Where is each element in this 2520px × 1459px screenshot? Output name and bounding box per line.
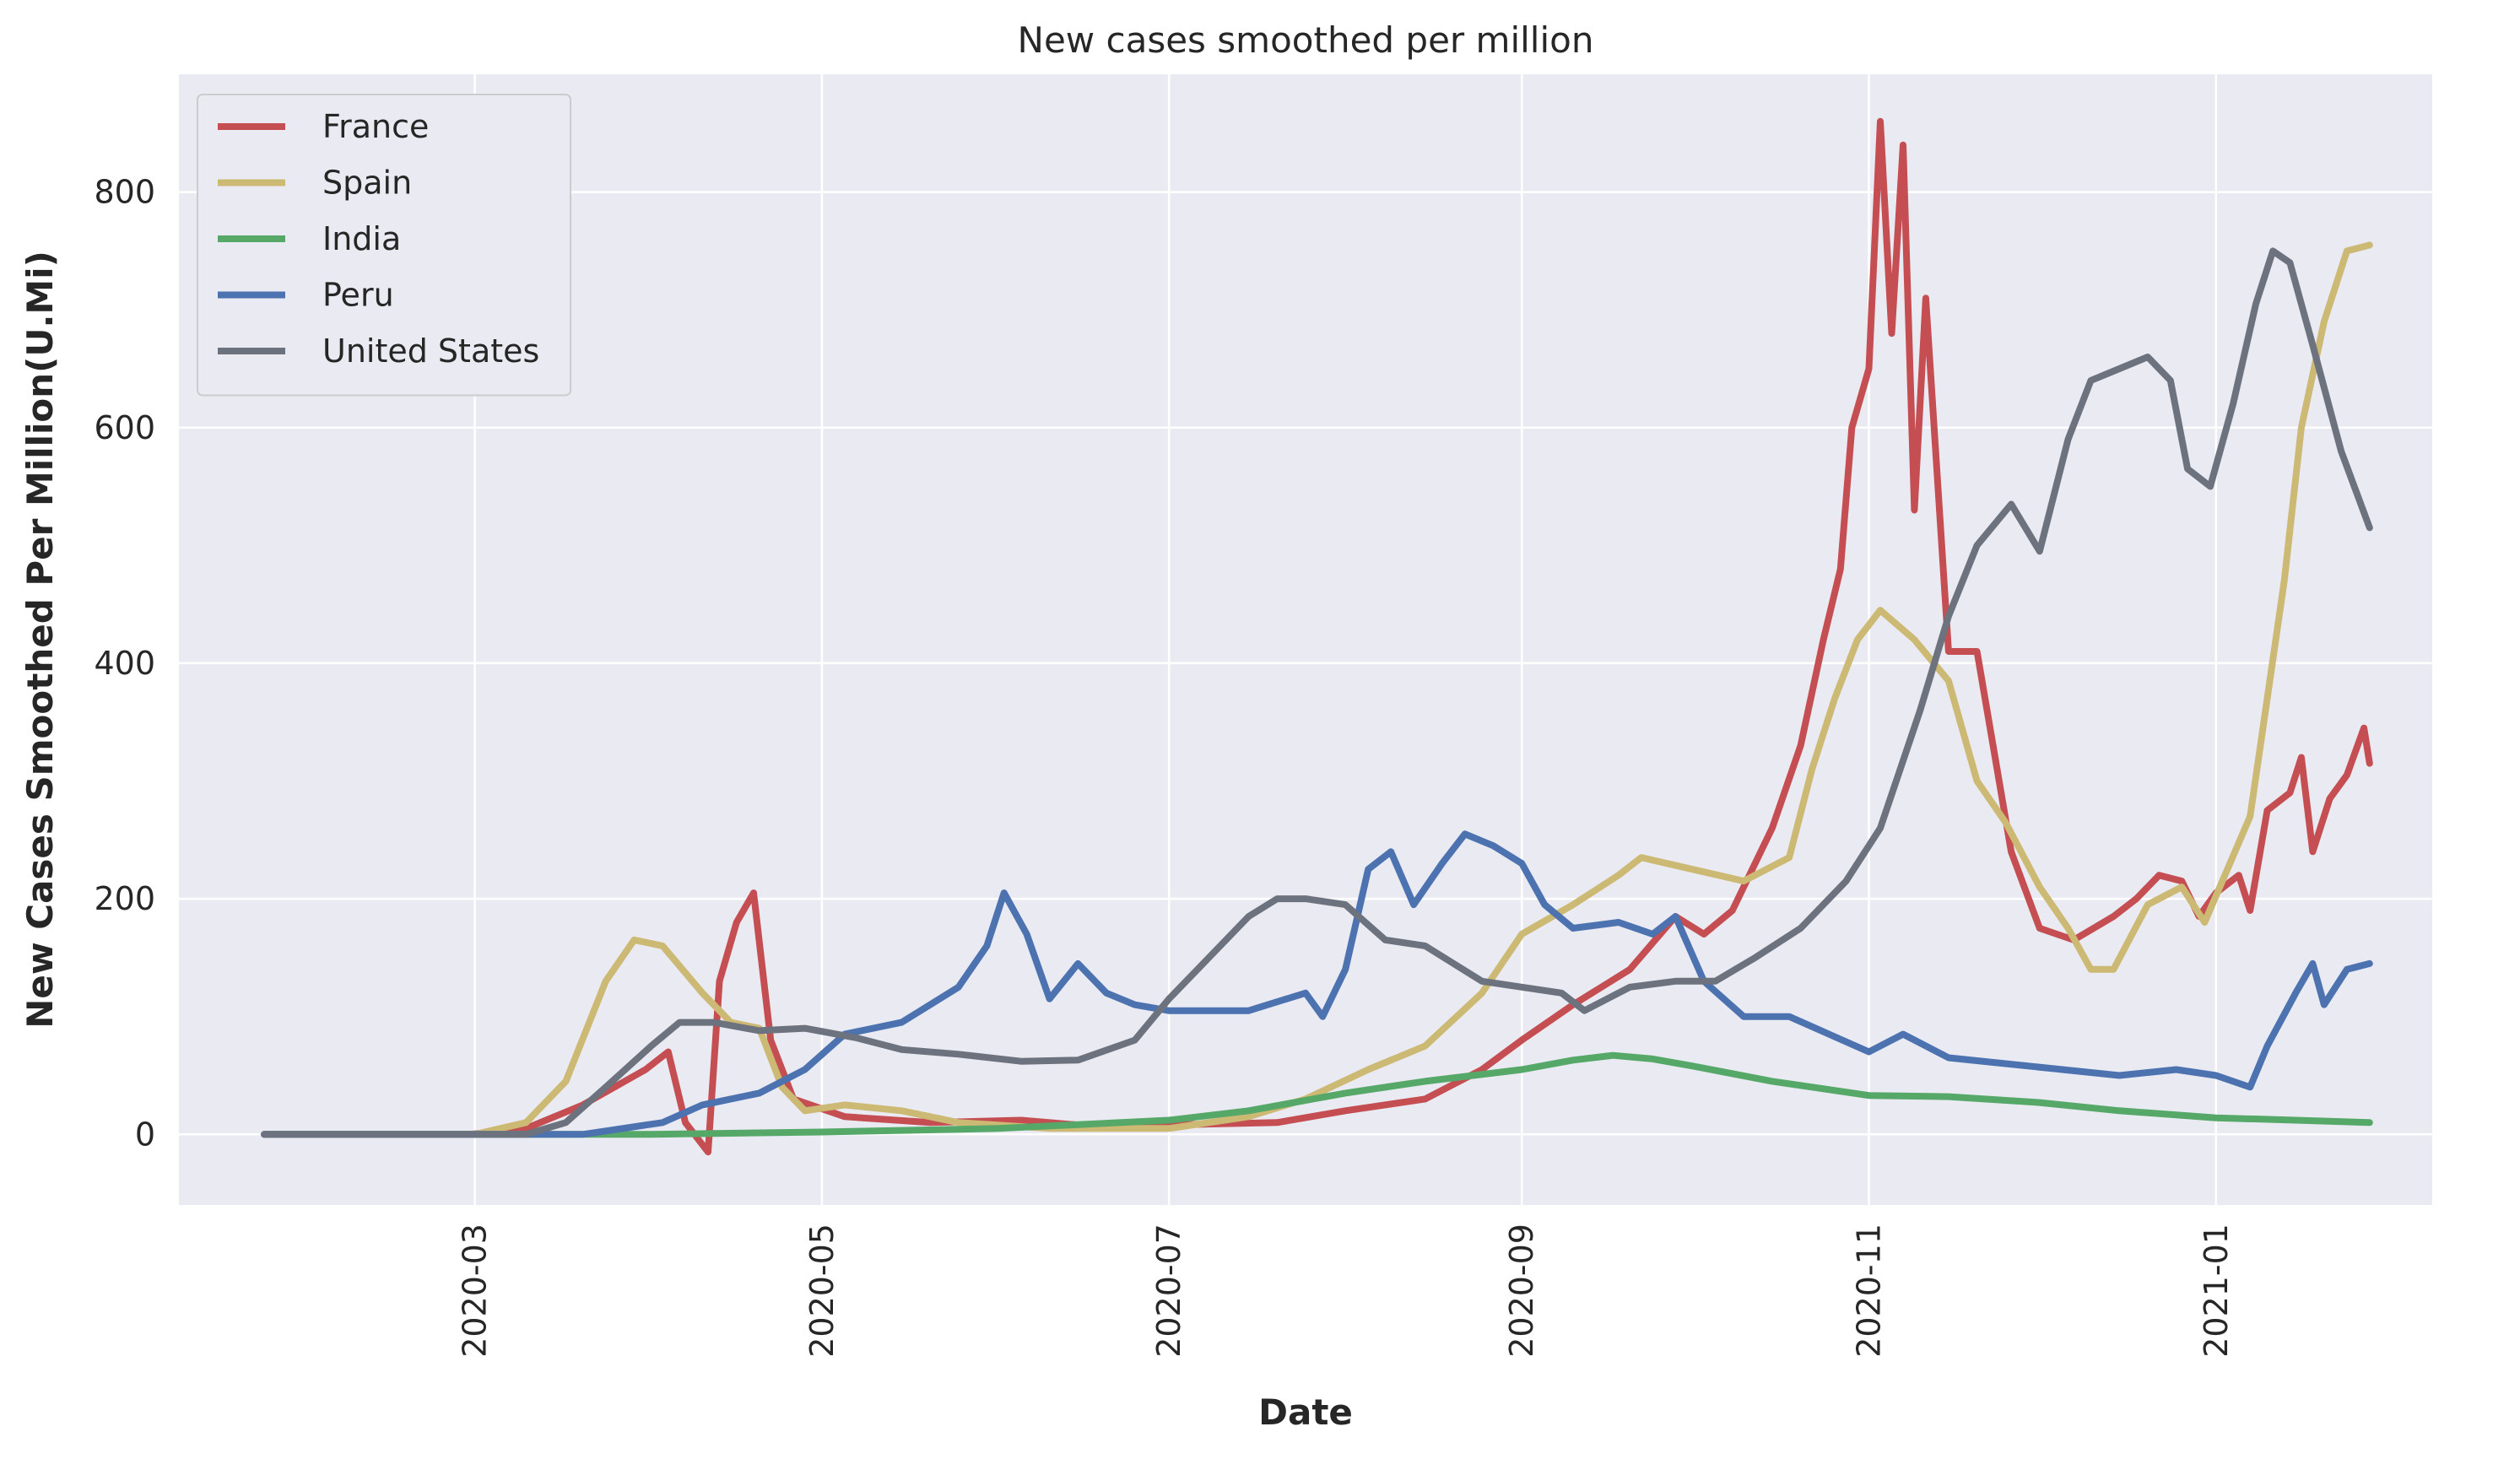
legend-label: France <box>322 108 429 145</box>
x-tick-label: 2021-01 <box>2198 1224 2235 1358</box>
legend-label: India <box>322 220 401 257</box>
legend-label: Spain <box>322 165 412 202</box>
series-line-peru <box>261 830 2373 1138</box>
x-tick-label: 2020-11 <box>1851 1224 1888 1358</box>
chart-title: New cases smoothed per million <box>1018 19 1594 61</box>
y-tick-label: 0 <box>135 1116 155 1153</box>
series-line-india <box>261 1051 2373 1138</box>
series-lines <box>261 117 2373 1156</box>
x-tick-label: 2020-03 <box>457 1224 494 1358</box>
y-tick-label: 600 <box>94 409 155 446</box>
tick-labels: 0 200 400 600 800 2020-03 2020-05 2020-07 2020-0… <box>94 174 2234 1358</box>
x-axis-title: Date <box>1258 1391 1353 1433</box>
y-axis-title: New Cases Smoothed Per Million(U.Mi) <box>19 251 61 1029</box>
legend-label: United States <box>322 332 539 370</box>
x-tick-label: 2020-05 <box>803 1224 841 1358</box>
y-tick-label: 800 <box>94 174 155 211</box>
legend-label: Peru <box>322 277 394 314</box>
series-line-united-states <box>261 247 2373 1138</box>
y-tick-label: 200 <box>94 880 155 917</box>
x-tick-label: 2020-09 <box>1503 1224 1540 1358</box>
legend-box <box>197 94 571 397</box>
x-tick-label: 2020-07 <box>1150 1224 1187 1358</box>
y-tick-label: 400 <box>94 645 155 682</box>
legend: France Spain India Peru United States <box>197 94 571 397</box>
